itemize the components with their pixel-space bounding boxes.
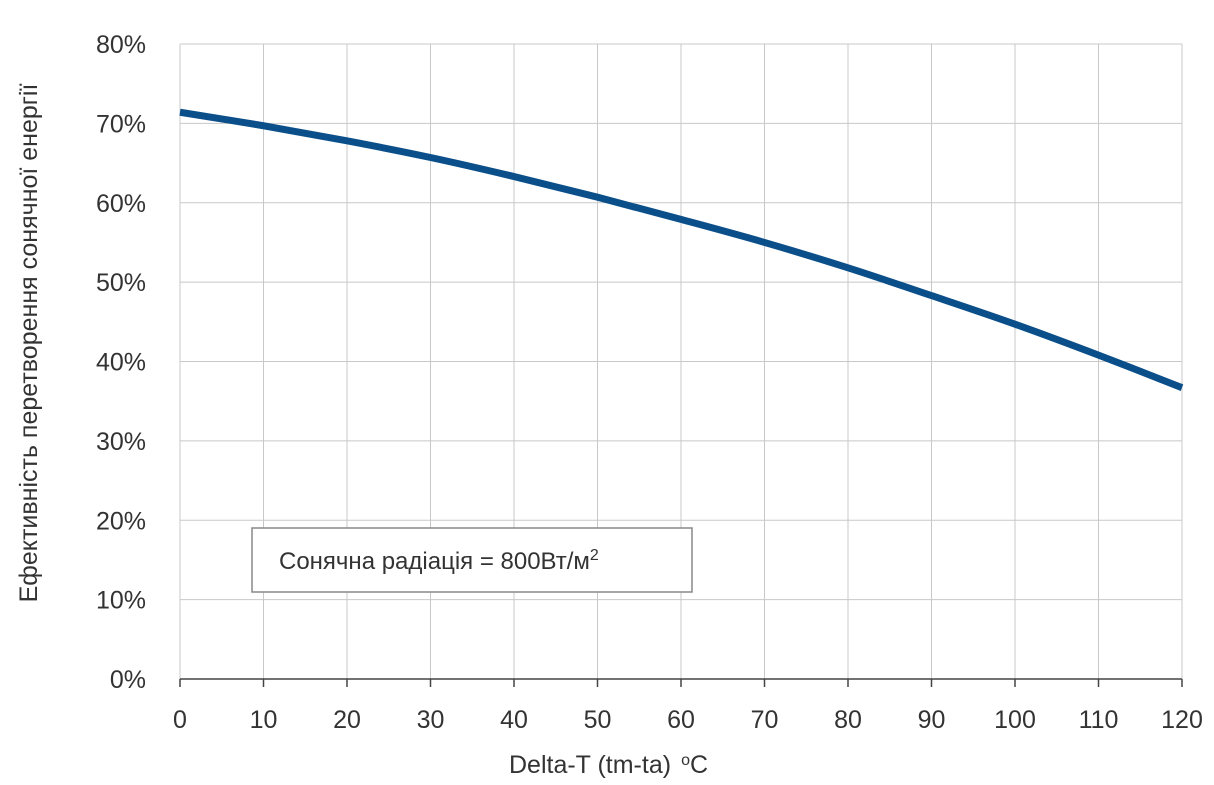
y-tick-label: 10% <box>96 587 146 615</box>
y-tick-label: 60% <box>96 190 146 218</box>
y-tick-labels: 0% 10% 20% 30% 40% 50% 60% 70% 80% <box>96 31 146 694</box>
y-tick-label: 40% <box>96 349 146 377</box>
x-tick-label: 80 <box>834 706 862 734</box>
x-axis-title: Delta-T (tm-ta) oC <box>509 751 708 779</box>
annotation-text: Сонячна радіація = 800Вт/м2 <box>279 547 599 575</box>
annotation-main: Сонячна радіація = 800Вт/м <box>279 548 590 575</box>
y-tick-label: 50% <box>96 269 146 297</box>
y-tick-label: 80% <box>96 31 146 59</box>
annotation-box: Сонячна радіація = 800Вт/м2 <box>251 527 693 593</box>
x-tick-label: 50 <box>584 706 612 734</box>
y-axis-title: Ефективність перетворення сонячної енерг… <box>15 84 43 603</box>
axes <box>179 44 1183 687</box>
x-axis-unit: C <box>690 751 708 779</box>
x-tick-label: 40 <box>500 706 528 734</box>
x-tick-label: 70 <box>751 706 779 734</box>
y-tick-label: 0% <box>110 666 146 694</box>
x-tick-label: 90 <box>918 706 946 734</box>
x-tick-label: 30 <box>417 706 445 734</box>
series-line <box>179 108 1184 391</box>
annotation-sup: 2 <box>590 547 599 564</box>
x-axis-unit-sup: o <box>681 752 690 769</box>
x-tick-labels: 0 10 20 30 40 50 60 70 80 90 100 110 120 <box>173 706 1203 734</box>
x-tick-label: 110 <box>1079 706 1119 734</box>
x-tick-label: 60 <box>667 706 695 734</box>
y-tick-label: 20% <box>96 507 146 535</box>
x-tick-label: 20 <box>333 706 361 734</box>
x-tick-label: 120 <box>1161 706 1203 734</box>
x-tick-label: 0 <box>173 706 187 734</box>
y-tick-label: 30% <box>96 428 146 456</box>
x-tick-label: 10 <box>250 706 278 734</box>
y-tick-label: 70% <box>96 110 146 138</box>
x-axis-label: Delta-T (tm-ta) <box>509 751 671 779</box>
x-tick-label: 100 <box>994 706 1036 734</box>
